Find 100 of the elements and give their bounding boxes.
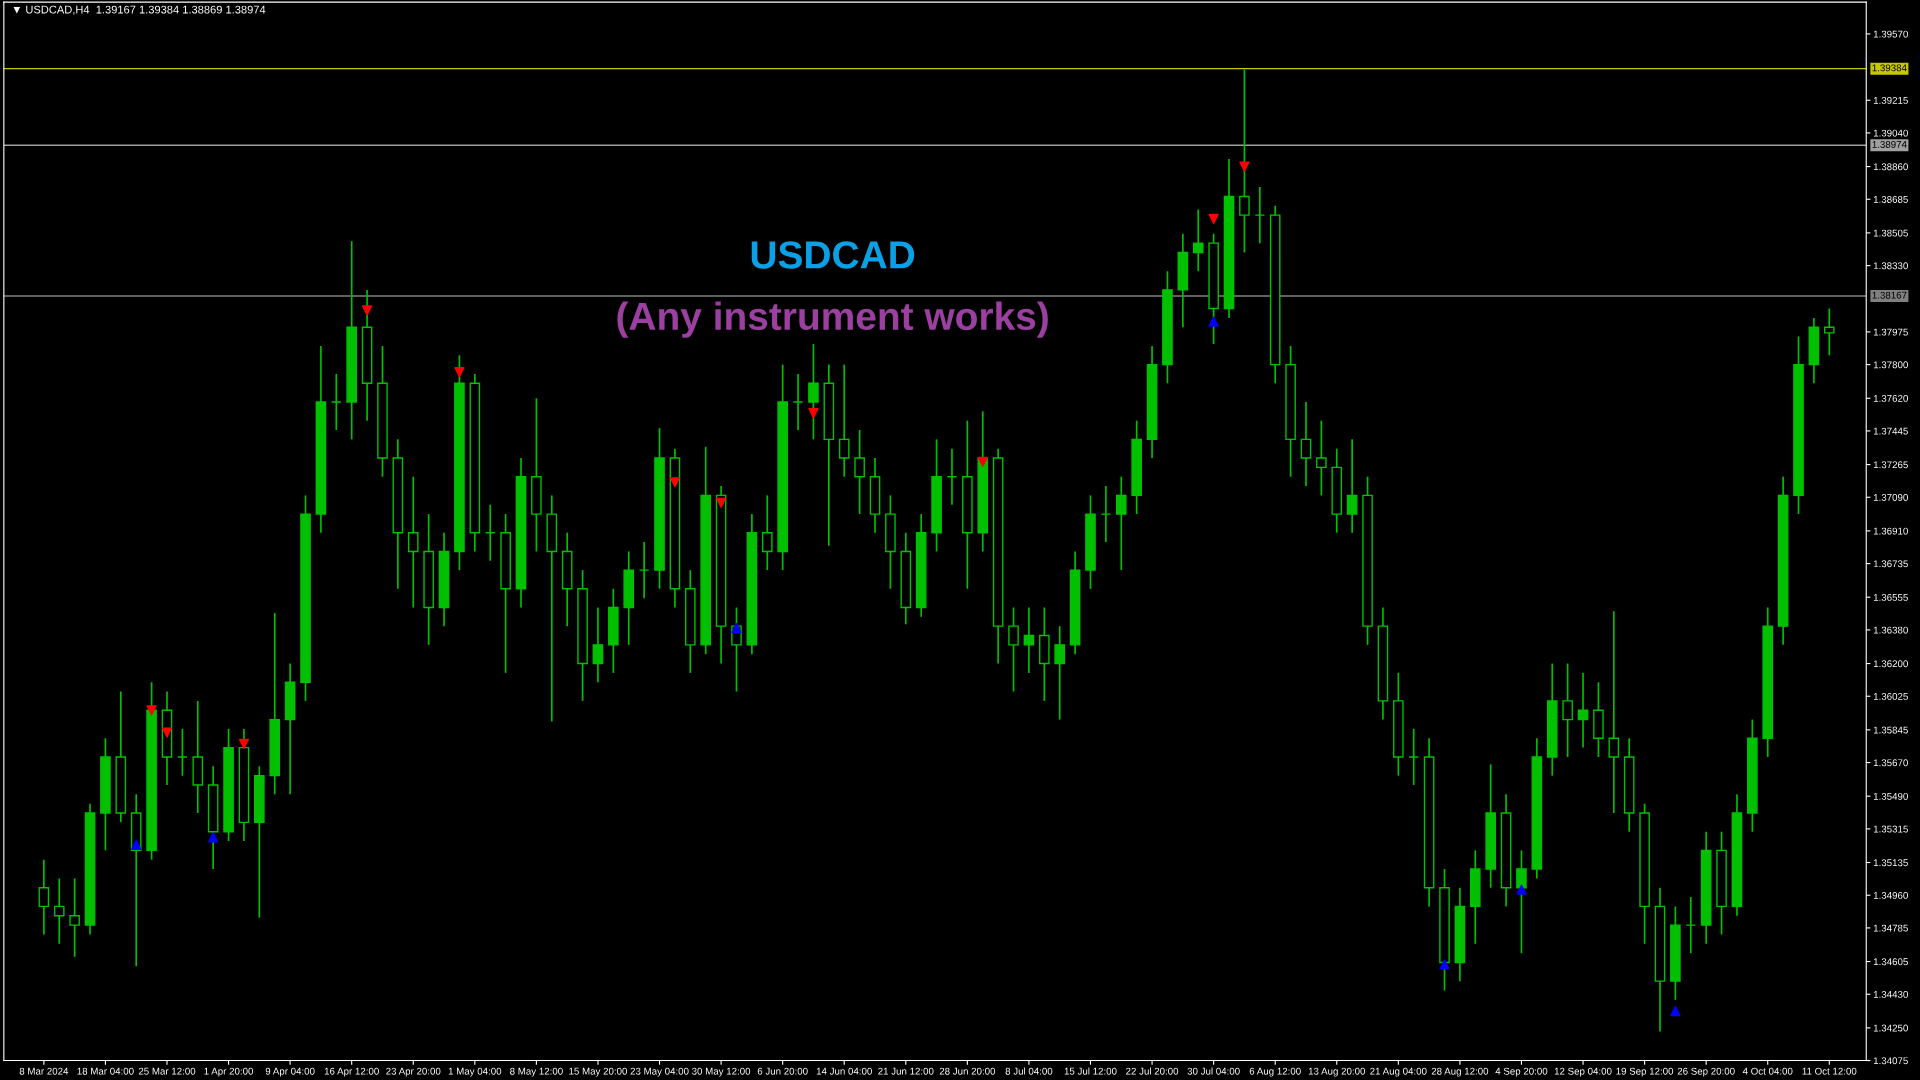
y-tick-label: 1.34785 <box>1873 924 1908 932</box>
candlestick <box>946 447 958 506</box>
candlestick <box>638 541 650 599</box>
y-tick-label: 1.38685 <box>1873 196 1908 203</box>
candlestick <box>808 343 819 441</box>
x-tick-label: 23 May 04:00 <box>630 1067 689 1077</box>
x-tick-label: 18 Mar 04:00 <box>77 1067 134 1075</box>
candlestick <box>407 475 419 609</box>
point <box>238 738 250 749</box>
y-tick-label: 1.34075 <box>1873 1057 1908 1065</box>
x-tick-label: 21 Aug 04:00 <box>1370 1067 1427 1077</box>
candlestick <box>1023 606 1035 674</box>
point <box>1670 1005 1681 1017</box>
candlestick <box>1300 401 1312 487</box>
y-tick-label: 1.38330 <box>1873 262 1908 270</box>
y-tick-label: 1.35135 <box>1873 859 1908 867</box>
x-tick-label: 11 Oct 12:00 <box>1802 1067 1857 1075</box>
candlestick <box>792 373 804 431</box>
y-tick-label: 1.34250 <box>1873 1024 1908 1032</box>
y-tick-label: 1.37800 <box>1873 361 1908 369</box>
x-tick-label: 1 May 04:00 <box>448 1067 502 1077</box>
y-tick-label: 1.34605 <box>1873 958 1908 966</box>
y-tick-label: 1.37975 <box>1873 328 1908 336</box>
annotation: USDCAD <box>751 241 915 269</box>
x-tick-label: 21 Jun 12:00 <box>878 1067 934 1075</box>
x-tick-label: 19 Sep 12:00 <box>1616 1067 1674 1077</box>
point <box>808 408 819 419</box>
candlestick <box>1239 68 1250 254</box>
point <box>731 622 742 634</box>
ref-line-label: 1.38167 <box>1872 291 1907 299</box>
y-tick-label: 1.35490 <box>1873 792 1908 800</box>
candlestick <box>53 877 65 945</box>
candlestick <box>1516 849 1527 954</box>
x-tick-label: 30 May 12:00 <box>692 1067 751 1077</box>
candlestick <box>1054 625 1066 721</box>
candlestick <box>330 373 342 431</box>
candlestick <box>1115 475 1127 571</box>
y-tick-label: 1.36555 <box>1873 593 1908 601</box>
candlestick <box>1008 606 1019 693</box>
x-tick-label: 28 Jun 20:00 <box>939 1067 996 1075</box>
annotation: (Any instrument works) <box>617 301 1048 338</box>
candlestick <box>1346 438 1358 534</box>
x-tick-label: 30 Jul 04:00 <box>1187 1067 1240 1075</box>
chart-title: ▼ USDCAD,H4 1.39167 1.39384 1.38869 1.38974 <box>13 5 266 15</box>
x-tick-label: 6 Jun 20:00 <box>757 1067 808 1075</box>
point <box>146 705 157 716</box>
x-tick-label: 9 Apr 04:00 <box>265 1067 315 1077</box>
x-tick-label: 23 Apr 20:00 <box>386 1067 441 1077</box>
candlestick <box>1192 208 1204 273</box>
y-tick-label: 1.38505 <box>1873 229 1908 237</box>
y-tick-label: 1.37265 <box>1873 461 1908 469</box>
point <box>977 456 988 467</box>
y-tick-label: 1.34430 <box>1873 990 1908 998</box>
x-tick-label: 22 Jul 20:00 <box>1126 1067 1179 1075</box>
candlestick <box>1823 307 1835 357</box>
candlestick <box>1685 896 1697 954</box>
x-tick-label: 8 Jul 04:00 <box>1005 1067 1053 1075</box>
point <box>1239 161 1250 172</box>
candlestick <box>1562 662 1573 758</box>
x-tick-label: 8 May 12:00 <box>510 1067 563 1077</box>
y-tick-label: 1.37445 <box>1873 427 1908 435</box>
point <box>669 477 681 488</box>
x-tick-label: 4 Oct 04:00 <box>1742 1067 1793 1075</box>
point <box>131 839 142 850</box>
y-tick-label: 1.36380 <box>1873 626 1908 634</box>
candlestick <box>761 494 773 571</box>
candlestick <box>1408 728 1420 786</box>
candlestick <box>1608 610 1620 814</box>
y-tick-label: 1.39215 <box>1873 96 1908 104</box>
x-tick-label: 8 Mar 2024 <box>19 1067 69 1075</box>
y-tick-label: 1.35845 <box>1873 726 1908 734</box>
y-tick-label: 1.35315 <box>1873 825 1908 833</box>
point <box>1208 213 1219 224</box>
x-tick-label: 16 Apr 12:00 <box>324 1067 379 1077</box>
candlestick <box>1316 419 1327 497</box>
candlestick <box>838 363 850 478</box>
point <box>716 497 727 508</box>
x-tick-label: 15 Jul 12:00 <box>1064 1067 1117 1075</box>
point <box>1208 316 1219 327</box>
x-tick-label: 26 Sep 20:00 <box>1677 1067 1735 1077</box>
y-tick-label: 1.36910 <box>1873 527 1908 535</box>
x-tick-label: 28 Aug 12:00 <box>1431 1067 1489 1077</box>
y-tick-label: 1.34960 <box>1873 891 1908 899</box>
candlestick <box>1254 186 1266 245</box>
candlestick <box>592 606 604 684</box>
x-tick-label: 14 Jun 04:00 <box>816 1067 872 1075</box>
y-tick-label: 1.37620 <box>1873 394 1908 402</box>
y-tick-label: 1.37090 <box>1873 494 1908 501</box>
y-tick-label: 1.36200 <box>1873 660 1908 668</box>
y-tick-label: 1.39040 <box>1873 129 1908 137</box>
x-tick-label: 13 Aug 20:00 <box>1308 1067 1366 1077</box>
candlestick <box>177 728 188 777</box>
ref-line-label: 1.38974 <box>1872 141 1907 148</box>
point <box>1516 884 1527 895</box>
x-tick-label: 15 May 20:00 <box>569 1067 628 1077</box>
point <box>208 832 219 843</box>
candlestick <box>1100 485 1112 543</box>
candlestick <box>484 503 496 562</box>
x-tick-label: 1 Apr 20:00 <box>204 1067 254 1077</box>
y-tick-label: 1.35670 <box>1873 759 1908 767</box>
